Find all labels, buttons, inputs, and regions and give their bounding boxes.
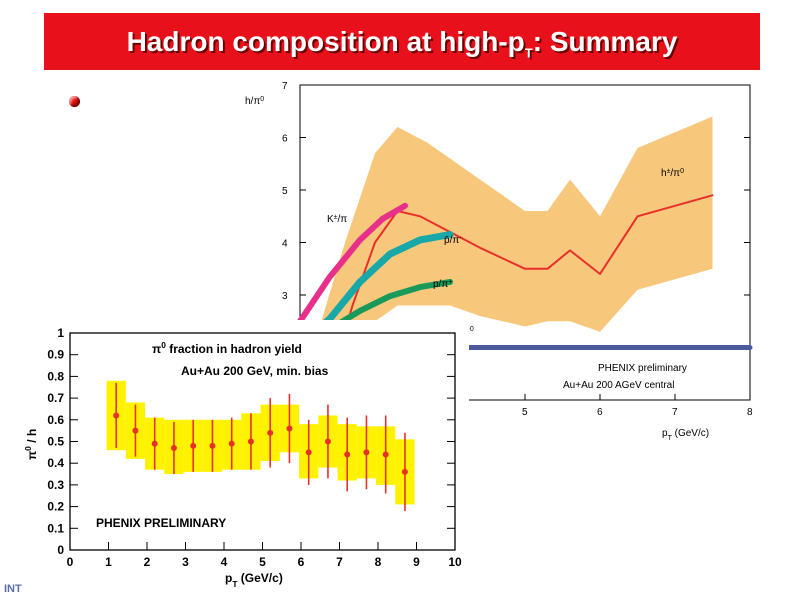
x-tick-label-6: 6 <box>597 407 603 418</box>
inset-x-tick-label-10: 10 <box>448 555 462 569</box>
inset-y-axis-label: π0 / h <box>23 429 39 460</box>
y-tick-label-4: 4 <box>282 239 288 250</box>
data-point-0 <box>113 412 120 419</box>
y-tick-label-5: 5 <box>282 186 288 197</box>
inset-subtitle: Au+Au 200 GeV, min. bias <box>181 364 329 378</box>
series-line-0 <box>336 194 714 359</box>
bullet-icon <box>69 96 80 107</box>
data-point-5 <box>209 442 216 449</box>
inset-x-tick-label-2: 2 <box>144 555 151 569</box>
inset-x-tick-label-4: 4 <box>221 555 228 569</box>
main-annotation-collision: Au+Au 200 AGeV central <box>563 380 674 391</box>
series-label-pbar: p̄/π- <box>444 235 462 247</box>
x-tick-label-8: 8 <box>747 407 753 418</box>
series-label-hcharged: h±/π0 <box>661 168 684 180</box>
series-label-proton: p/π+ <box>433 279 452 291</box>
series-line-1 <box>297 202 408 325</box>
inset-x-tick-label-3: 3 <box>182 555 189 569</box>
inset-x-tick-label-9: 9 <box>413 555 420 569</box>
inset-y-tick-label-8: 0.8 <box>47 369 64 383</box>
data-point-3 <box>170 445 177 452</box>
data-point-9 <box>286 425 293 432</box>
data-point-12 <box>344 451 351 458</box>
data-point-6 <box>228 440 235 447</box>
inset-y-tick-label-4: 0.4 <box>47 456 64 470</box>
main-y-axis-label: h/π0 <box>245 96 264 108</box>
main-annotation-phenix: PHENIX preliminary <box>598 363 687 374</box>
series-label-kaon: K±/π <box>327 214 347 226</box>
data-point-2 <box>151 440 158 447</box>
inset-y-tick-label-9: 0.9 <box>47 348 64 362</box>
inset-y-tick-label-0: 0 <box>57 543 64 557</box>
inset-x-tick-label-1: 1 <box>105 555 112 569</box>
data-point-11 <box>324 438 331 445</box>
data-point-15 <box>401 468 408 475</box>
title-end: : Summary <box>532 26 678 57</box>
x-tick-label-7: 7 <box>672 407 678 418</box>
title-subscript: T <box>524 45 533 61</box>
data-point-13 <box>363 449 370 456</box>
y-tick-label-7: 7 <box>282 81 288 92</box>
data-point-10 <box>305 449 312 456</box>
inset-x-tick-label-6: 6 <box>298 555 305 569</box>
data-point-1 <box>132 427 139 434</box>
inset-y-tick-label-5: 0.5 <box>47 435 64 449</box>
inset-y-tick-label-3: 0.3 <box>47 478 64 492</box>
x-tick-label-5: 5 <box>522 407 528 418</box>
inset-y-tick-label-10: 1 <box>57 326 64 340</box>
title-bar: Hadron composition at high-pT: Summary <box>44 13 760 70</box>
inset-title: π0 fraction in hadron yield <box>152 340 302 356</box>
y-tick-label-3: 3 <box>282 291 288 302</box>
data-point-14 <box>382 451 389 458</box>
systematic-band <box>315 116 713 369</box>
data-point-8 <box>267 429 274 436</box>
slide-title: Hadron composition at high-pT: Summary <box>44 13 760 70</box>
inset-x-tick-label-7: 7 <box>336 555 343 569</box>
inset-x-axis-label: pT (GeV/c) <box>225 571 283 589</box>
inset-x-tick-label-5: 5 <box>259 555 266 569</box>
title-main: Hadron composition at high-p <box>126 26 525 57</box>
data-point-7 <box>247 438 254 445</box>
inset-y-tick-label-2: 0.2 <box>47 500 64 514</box>
main-x-axis-label: pT (GeV/c) <box>662 428 709 442</box>
y-tick-label-6: 6 <box>282 134 288 145</box>
inset-x-tick-label-0: 0 <box>67 555 74 569</box>
inset-x-tick-label-8: 8 <box>375 555 382 569</box>
inset-y-tick-label-7: 0.7 <box>47 391 64 405</box>
inset-annotation: PHENIX PRELIMINARY <box>96 516 226 530</box>
inset-y-tick-label-1: 0.1 <box>47 521 64 535</box>
inset-y-tick-label-6: 0.6 <box>47 413 64 427</box>
data-point-4 <box>190 442 197 449</box>
